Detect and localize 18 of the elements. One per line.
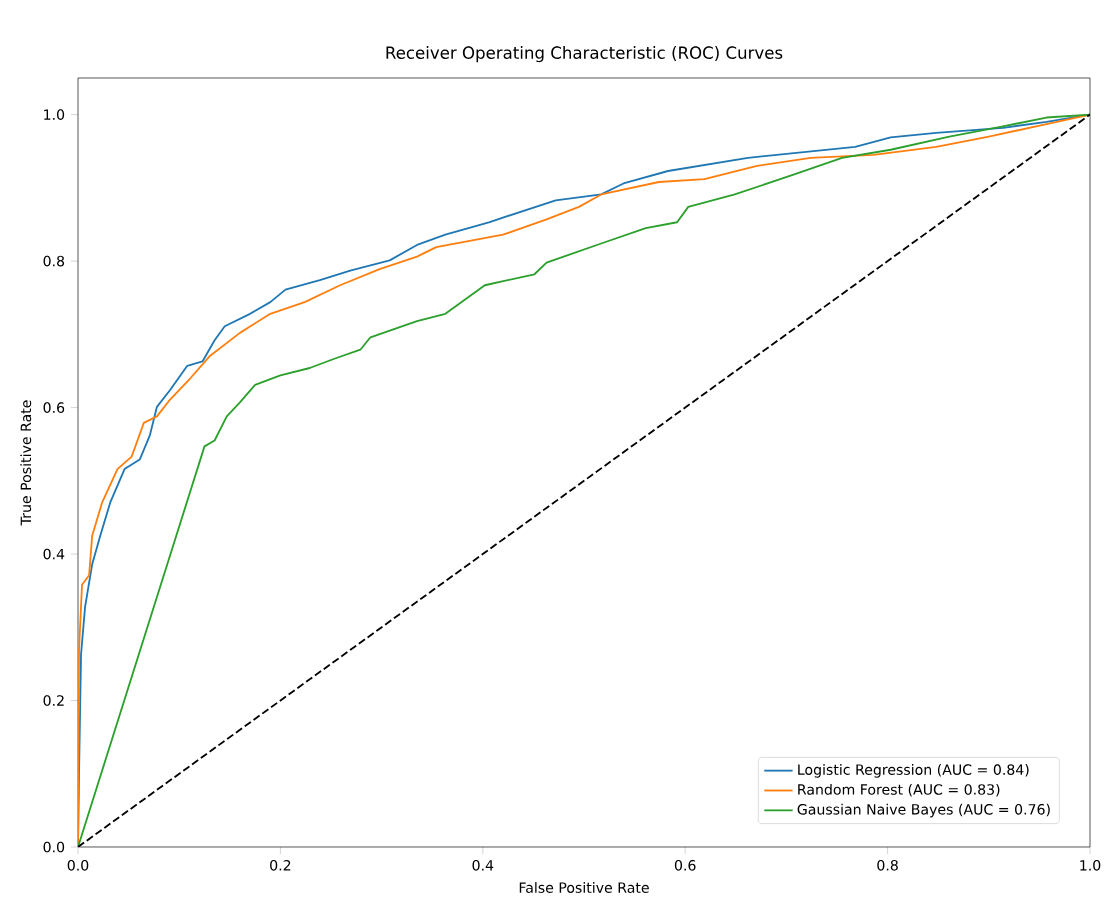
x-tick-label: 0.6 (674, 859, 696, 871)
legend-label: Random Forest (AUC = 0.83) (798, 783, 1000, 797)
y-tick-label: 0.4 (43, 548, 65, 560)
y-axis-title: True Positive Rate (20, 400, 32, 526)
y-tick-label: 1.0 (44, 109, 65, 120)
y-tick-label: 0.8 (43, 255, 65, 267)
x-tick-label: 0.2 (270, 859, 291, 871)
legend-label: Gaussian Naive Bayes (AUC = 0.76) (797, 803, 1050, 818)
x-tick-label: 0.8 (877, 859, 898, 871)
x-tick-label: 1.0 (1080, 859, 1101, 871)
y-tick-label: 0.0 (43, 841, 65, 853)
chart-title: Receiver Operating Characteristic (ROC) Curves (386, 46, 783, 63)
y-tick-label: 0.2 (43, 695, 64, 706)
x-tick-label: 0.0 (67, 859, 89, 871)
legend-label: Logistic Regression (AUC = 0.84) (798, 764, 1029, 778)
y-tick-label: 0.6 (43, 402, 65, 413)
x-axis-title: False Positive Rate (519, 882, 649, 893)
x-tick-label: 0.4 (472, 859, 494, 871)
